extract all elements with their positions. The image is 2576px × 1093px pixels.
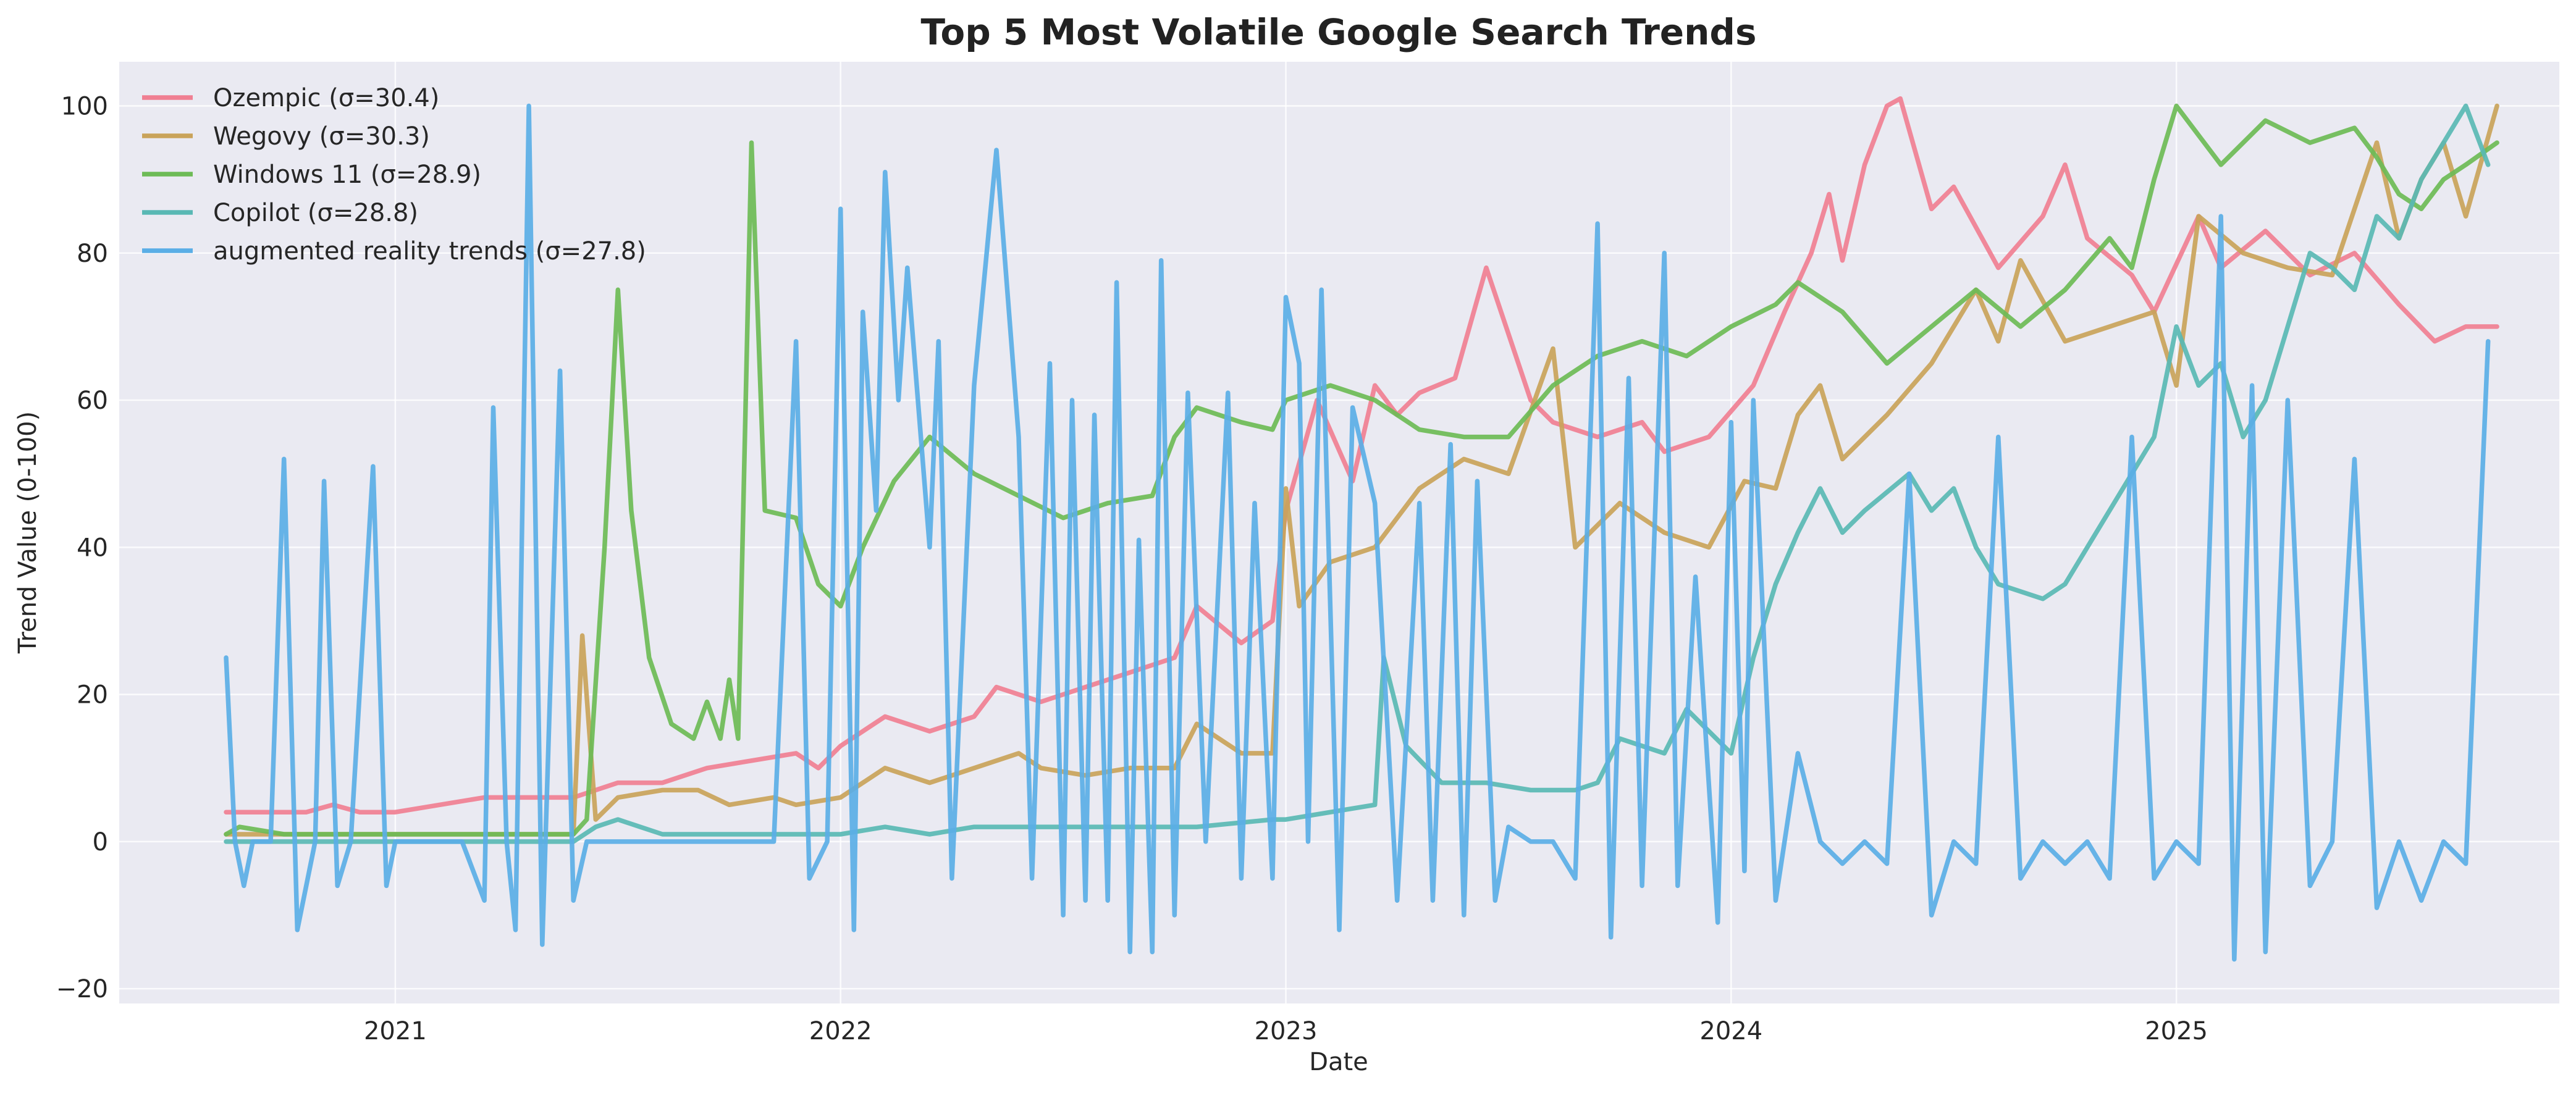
series-group xyxy=(224,96,2499,962)
legend-entry: augmented reality trends (σ=27.8) xyxy=(213,237,646,266)
y-tick-label: 0 xyxy=(93,828,108,856)
x-tick-label: 2022 xyxy=(809,1017,872,1045)
series-line xyxy=(224,103,2491,962)
chart-title: Top 5 Most Volatile Google Search Trends xyxy=(921,11,1757,53)
y-axis-label: Trend Value (0-100) xyxy=(14,411,42,654)
legend: Ozempic (σ=30.4) Wegovy (σ=30.3) Windows 1… xyxy=(142,84,646,266)
x-tick-label: 2023 xyxy=(1255,1017,1318,1045)
legend-entry: Ozempic (σ=30.4) xyxy=(213,84,439,112)
legend-entry: Windows 11 (σ=28.9) xyxy=(213,161,481,189)
legend-entry: Copilot (σ=28.8) xyxy=(213,199,418,227)
y-tick-label: 80 xyxy=(77,240,108,268)
series-line xyxy=(224,103,2491,844)
series-line xyxy=(224,96,2499,815)
y-tick-label: 20 xyxy=(77,681,108,710)
series-line xyxy=(224,103,2499,837)
y-tick-labels: −20 0 20 40 60 80 100 xyxy=(56,92,108,1003)
y-tick-label: −20 xyxy=(56,975,108,1003)
series-line xyxy=(224,103,2499,837)
x-tick-labels: 2021 2022 2023 2024 2025 xyxy=(364,1017,2208,1045)
x-axis-label: Date xyxy=(1309,1048,1368,1076)
y-tick-label: 60 xyxy=(77,387,108,415)
legend-entry: Wegovy (σ=30.3) xyxy=(213,122,430,151)
y-tick-label: 40 xyxy=(77,534,108,562)
x-tick-label: 2024 xyxy=(1699,1017,1762,1045)
x-tick-label: 2025 xyxy=(2145,1017,2208,1045)
y-tick-label: 100 xyxy=(61,92,108,120)
x-tick-label: 2021 xyxy=(364,1017,427,1045)
